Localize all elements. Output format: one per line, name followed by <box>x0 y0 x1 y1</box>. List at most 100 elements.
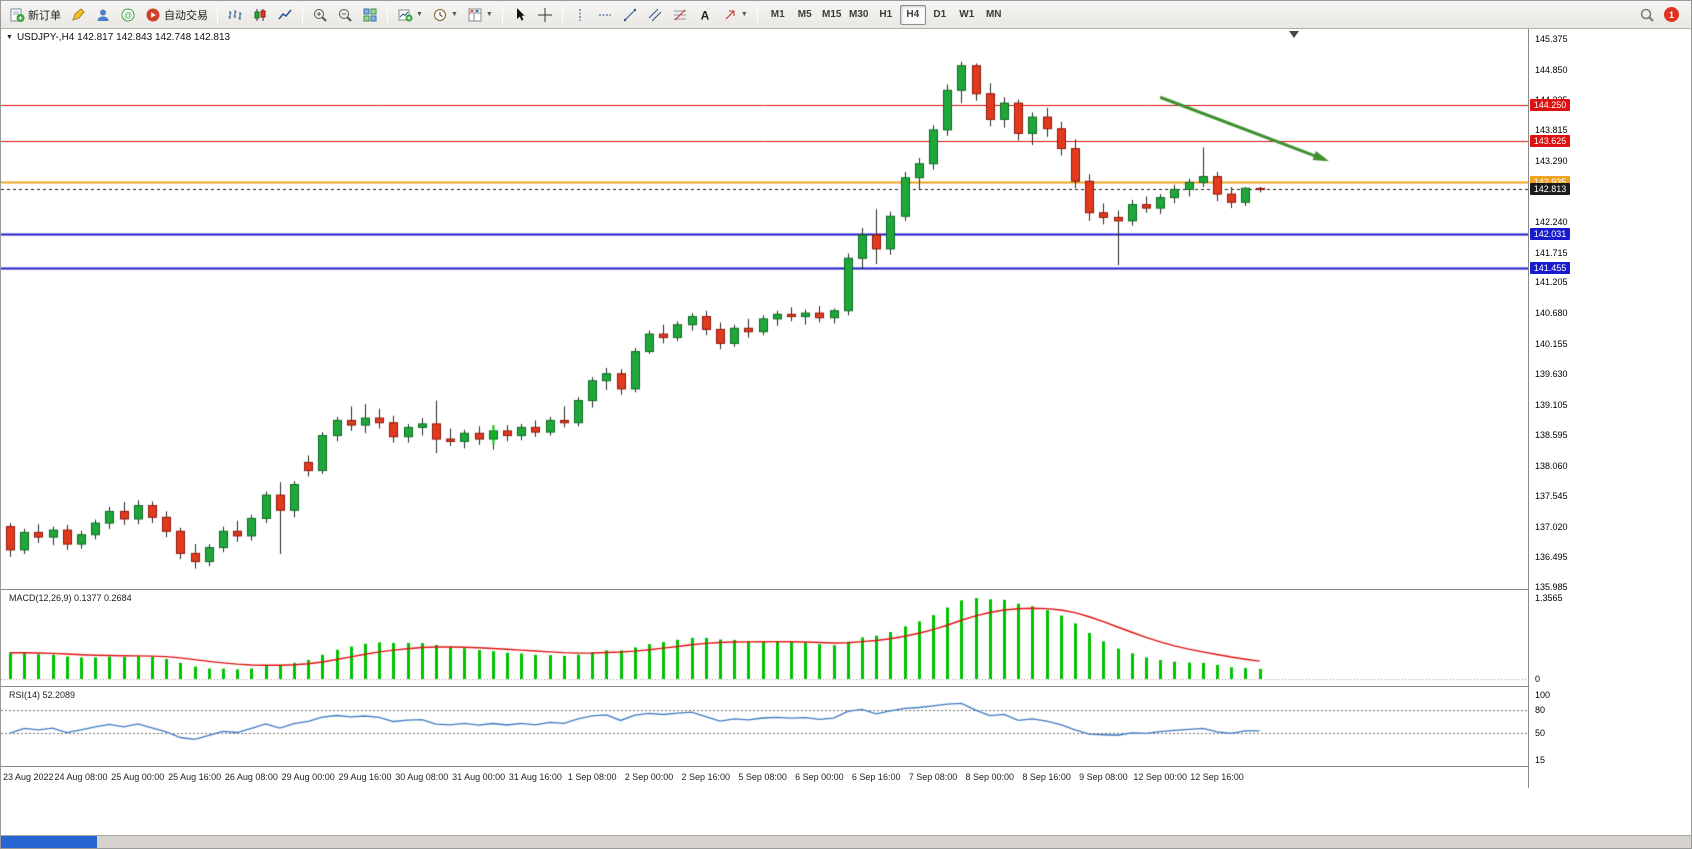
fibonacci-tool[interactable] <box>668 4 692 26</box>
time-label: 12 Sep 16:00 <box>1190 772 1244 782</box>
price-tick: 145.375 <box>1535 34 1568 45</box>
time-label: 7 Sep 08:00 <box>908 772 958 782</box>
chevron-down-icon: ▼ <box>416 11 423 18</box>
price-tick: 141.715 <box>1535 247 1568 258</box>
time-label: 23 Aug 2022 <box>3 772 54 782</box>
timeframe-h4[interactable]: H4 <box>899 4 926 25</box>
macd-label: MACD(12,26,9) 0.1377 0.2684 <box>9 593 132 603</box>
time-label: 25 Aug 00:00 <box>111 772 165 782</box>
rsi-axis-label: 100 <box>1535 690 1551 700</box>
price-level-badge: 144.250 <box>1530 98 1570 111</box>
time-label: 1 Sep 08:00 <box>567 772 617 782</box>
toolbar-separator <box>756 5 758 24</box>
timeframe-m1[interactable]: M1 <box>770 9 785 20</box>
timeframe-d1[interactable]: D1 <box>933 9 947 20</box>
svg-text:@: @ <box>124 11 132 20</box>
price-tick: 144.850 <box>1535 64 1568 75</box>
timeframe-m5[interactable]: M5 <box>797 9 812 20</box>
svg-text:A: A <box>700 8 709 22</box>
bar-chart-button[interactable] <box>223 4 247 26</box>
toolbar-separator <box>217 5 218 24</box>
price-axis[interactable]: 145.375144.850144.325143.815143.290142.7… <box>1528 29 1691 788</box>
text-tool[interactable]: A <box>693 4 717 26</box>
price-tick: 139.630 <box>1535 369 1568 380</box>
search-icon[interactable] <box>1639 7 1655 23</box>
zoom-out-icon <box>339 8 352 22</box>
symbol-ohlc-text: USDJPY-,H4 142.817 142.843 142.748 142.8… <box>16 32 231 43</box>
price-level-badge: 142.813 <box>1530 182 1570 195</box>
profile-button[interactable] <box>91 4 115 26</box>
arrows-tool[interactable]: ▼ <box>718 4 752 26</box>
horizontal-line-tool[interactable] <box>593 4 617 26</box>
crosshair-button[interactable] <box>533 4 557 26</box>
timeframe-m15[interactable]: M15 <box>822 9 842 20</box>
macd-axis-label: 1.3565 <box>1535 593 1563 603</box>
time-label: 31 Aug 00:00 <box>452 772 506 782</box>
time-axis-separator <box>1 766 1691 767</box>
indicators-button[interactable]: ▼ <box>393 4 427 26</box>
timeframe-w1[interactable]: W1 <box>959 9 975 20</box>
time-label: 6 Sep 16:00 <box>851 772 901 782</box>
line-chart-button[interactable] <box>273 4 297 26</box>
price-tick: 143.815 <box>1535 125 1568 136</box>
vertical-line-tool[interactable] <box>568 4 592 26</box>
time-label: 2 Sep 00:00 <box>624 772 674 782</box>
macd-panel-canvas[interactable] <box>1 590 1528 686</box>
price-tick: 136.495 <box>1535 552 1568 563</box>
time-label: 8 Sep 16:00 <box>1022 772 1071 782</box>
time-axis[interactable]: 23 Aug 2022 24 Aug 08:00 25 Aug 00:00 25 Au… <box>1 766 1528 788</box>
bar-chart-icon <box>228 9 242 20</box>
price-tick: 140.155 <box>1535 338 1568 349</box>
time-label: 12 Sep 00:00 <box>1133 772 1187 782</box>
timeframe-group: M1 M5 M15 M30 H1 H4 D1 W1 MN <box>765 4 1007 25</box>
new-order-button[interactable]: 新订单 <box>5 4 65 26</box>
time-label: 29 Aug 00:00 <box>281 772 335 782</box>
channel-tool[interactable] <box>643 4 667 26</box>
panel-separator[interactable] <box>1 589 1691 590</box>
status-bar <box>1 835 1691 848</box>
timeframe-m30[interactable]: M30 <box>849 9 869 20</box>
price-tick: 143.290 <box>1535 155 1568 166</box>
line-chart-icon <box>278 9 292 19</box>
time-label: 24 Aug 08:00 <box>54 772 108 782</box>
styler-button[interactable] <box>66 4 90 26</box>
autotrade-button[interactable]: 自动交易 <box>141 4 212 26</box>
indicators-icon <box>398 9 413 21</box>
time-label: 8 Sep 00:00 <box>965 772 1015 782</box>
profile-icon <box>97 9 109 21</box>
price-tick: 138.595 <box>1535 429 1568 440</box>
community-button[interactable]: @ <box>116 4 140 26</box>
ohlc-toggle-icon[interactable]: ▼ <box>6 34 13 41</box>
price-tick: 139.105 <box>1535 399 1568 410</box>
timeframe-h1[interactable]: H1 <box>879 9 893 20</box>
rsi-axis-label: 15 <box>1535 755 1546 765</box>
toolbar-separator <box>561 5 563 24</box>
trendline-tool[interactable] <box>618 4 642 26</box>
new-order-label: 新订单 <box>28 9 61 22</box>
price-tick: 135.985 <box>1535 581 1568 592</box>
price-level-badge: 143.625 <box>1530 135 1570 148</box>
cursor-button[interactable] <box>508 4 532 26</box>
time-label: 26 Aug 08:00 <box>224 772 278 782</box>
periods-button[interactable]: ▼ <box>428 4 462 26</box>
panel-separator[interactable] <box>1 686 1691 687</box>
community-icon: @ <box>121 8 135 21</box>
horizontal-line-icon <box>598 14 611 15</box>
zoom-out-button[interactable] <box>333 4 357 26</box>
time-label: 6 Sep 00:00 <box>795 772 844 782</box>
toolbar: 新订单 @ 自动交易 <box>1 1 1691 29</box>
rsi-panel-canvas[interactable] <box>1 687 1528 766</box>
tile-windows-button[interactable] <box>358 4 382 26</box>
main-chart-canvas[interactable] <box>1 29 1528 589</box>
notification-badge[interactable]: 1 <box>1664 7 1679 22</box>
candlestick-chart-button[interactable] <box>248 4 272 26</box>
chart-shift-marker[interactable] <box>1289 31 1299 38</box>
zoom-in-button[interactable] <box>308 4 332 26</box>
rsi-label: RSI(14) 52.2089 <box>9 690 76 700</box>
status-accent <box>1 836 97 848</box>
timeframe-mn[interactable]: MN <box>985 9 1002 20</box>
macd-axis-label: 0 <box>1535 674 1541 684</box>
time-label: 29 Aug 16:00 <box>338 772 392 782</box>
templates-button[interactable]: ▼ <box>463 4 497 26</box>
